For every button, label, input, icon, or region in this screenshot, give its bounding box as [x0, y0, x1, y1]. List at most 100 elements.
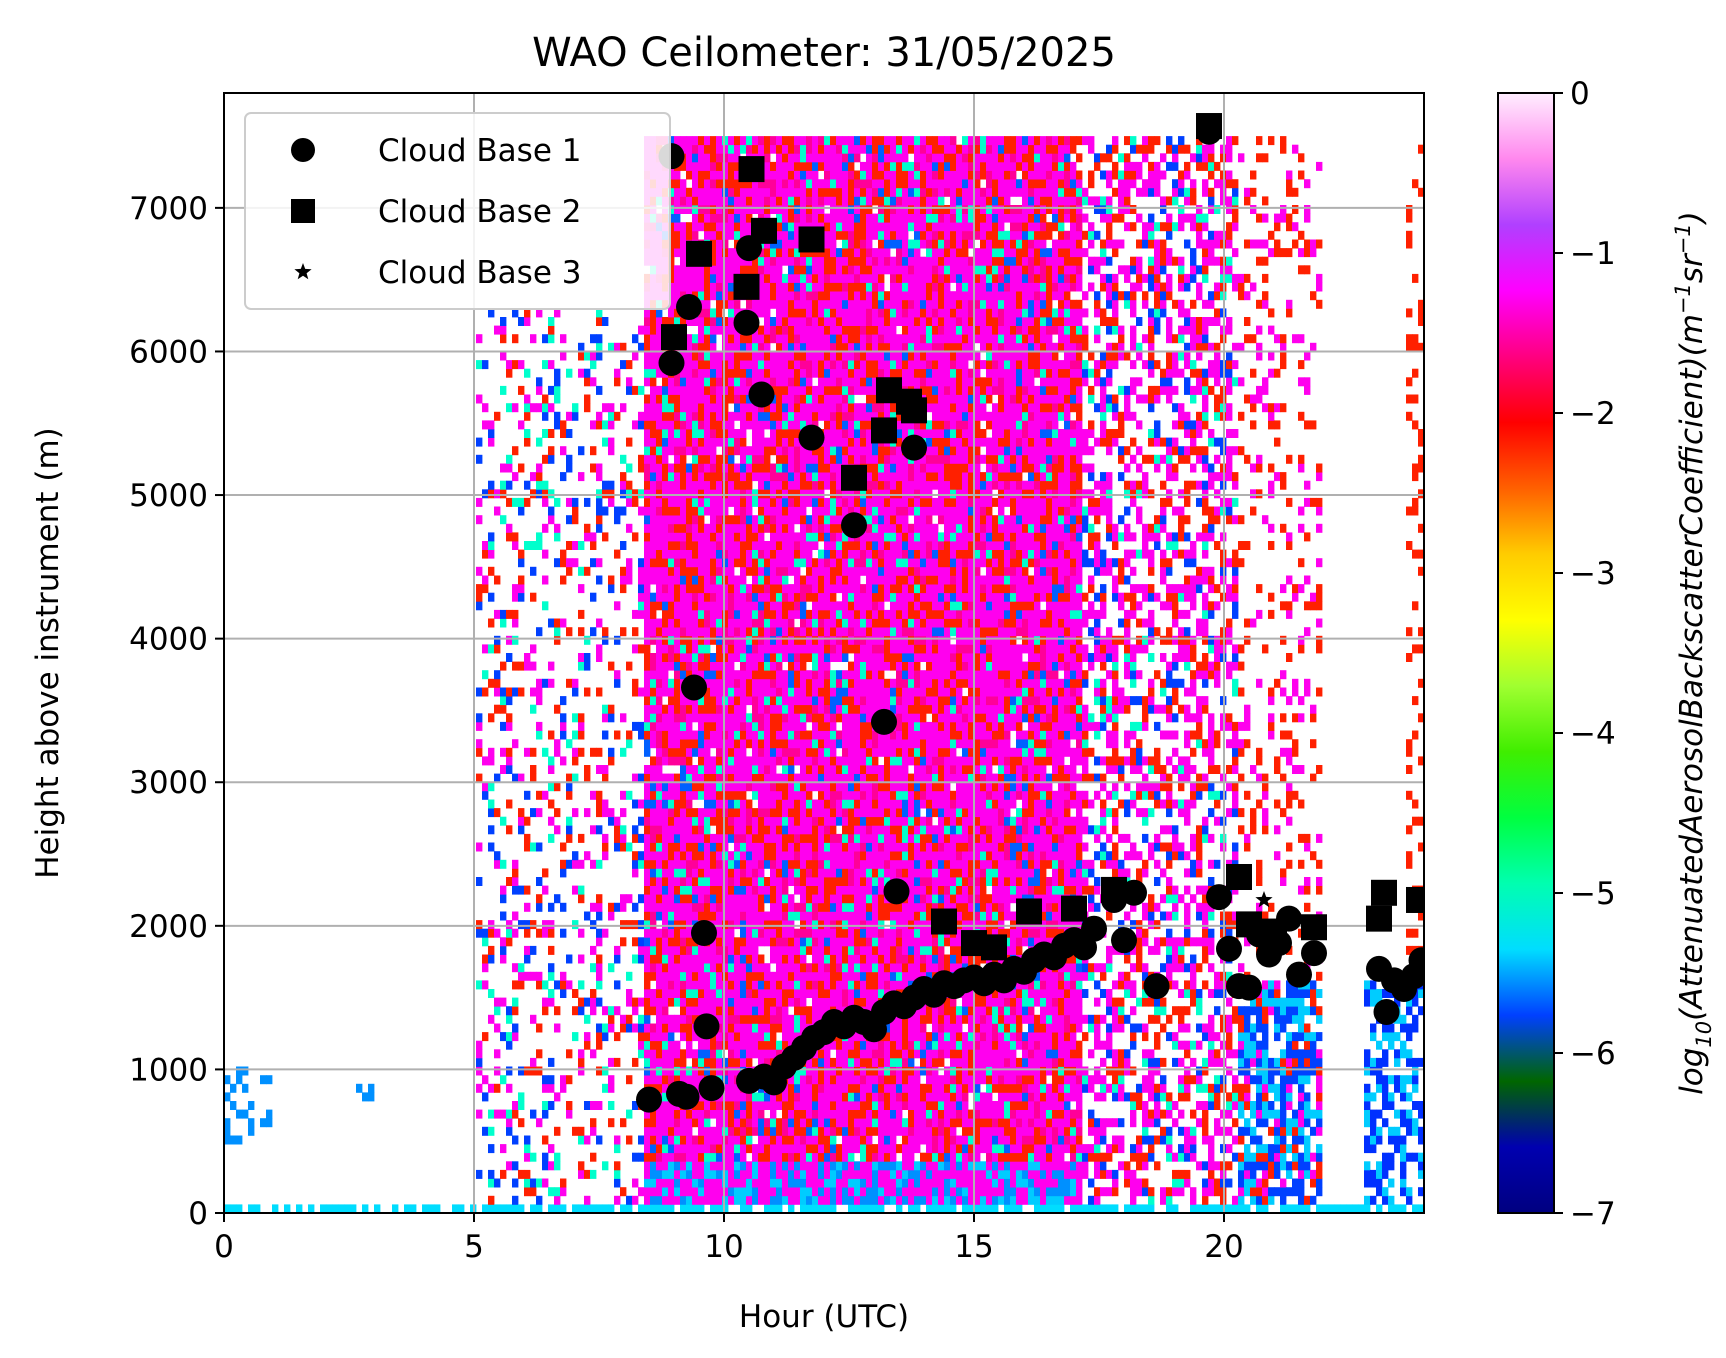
heatmap-cell — [632, 1152, 639, 1162]
heatmap-cell — [776, 928, 783, 938]
heatmap-cell — [716, 291, 723, 301]
heatmap-cell — [758, 851, 765, 861]
heatmap-cell — [578, 1057, 585, 1067]
heatmap-cell — [644, 592, 651, 602]
heatmap-cell — [692, 506, 699, 516]
heatmap-cell — [800, 1083, 807, 1093]
heatmap-cell — [578, 1066, 585, 1076]
heatmap-cell — [758, 618, 765, 628]
heatmap-cell — [578, 1204, 585, 1213]
heatmap-cell — [836, 808, 843, 818]
heatmap-cell — [728, 299, 735, 309]
heatmap-cell — [836, 299, 843, 309]
heatmap-cell — [704, 497, 711, 507]
heatmap-cell — [722, 980, 729, 990]
heatmap-cell — [794, 222, 801, 232]
heatmap-cell — [776, 894, 783, 904]
heatmap-cell — [566, 558, 573, 568]
heatmap-cell — [794, 808, 801, 818]
heatmap-cell — [824, 601, 831, 611]
heatmap-cell — [818, 1101, 825, 1110]
heatmap-cell — [476, 1049, 483, 1059]
heatmap-cell — [572, 1032, 579, 1042]
heatmap-cell — [674, 205, 681, 214]
heatmap-cell — [722, 618, 729, 628]
heatmap-cell — [812, 325, 819, 335]
heatmap-cell — [812, 782, 819, 792]
heatmap-cell — [716, 1152, 723, 1162]
heatmap-cell — [656, 618, 663, 628]
heatmap-cell — [542, 1083, 549, 1093]
heatmap-cell — [734, 558, 741, 568]
heatmap-cell — [668, 825, 675, 835]
heatmap-cell — [812, 773, 819, 783]
heatmap-cell — [758, 334, 765, 344]
heatmap-cell — [764, 833, 771, 843]
heatmap-cell — [656, 489, 663, 499]
heatmap-cell — [614, 825, 621, 835]
heatmap-cell — [608, 902, 615, 912]
heatmap-cell — [662, 420, 669, 430]
heatmap-cell — [800, 558, 807, 568]
heatmap-cell — [530, 1187, 537, 1197]
heatmap-cell — [776, 317, 783, 326]
heatmap-cell — [668, 515, 675, 525]
heatmap-cell — [704, 1118, 711, 1128]
heatmap-cell — [656, 394, 663, 404]
heatmap-cell — [830, 515, 837, 525]
heatmap-cell — [830, 1040, 837, 1050]
heatmap-cell — [812, 351, 819, 361]
heatmap-cell — [704, 980, 711, 990]
heatmap-cell — [764, 799, 771, 809]
heatmap-cell — [728, 463, 735, 473]
heatmap-cell — [578, 627, 585, 637]
heatmap-cell — [764, 1023, 771, 1033]
heatmap-cell — [782, 325, 789, 335]
heatmap-cell — [674, 808, 681, 818]
heatmap-cell — [752, 308, 759, 318]
heatmap-cell — [818, 1109, 825, 1119]
heatmap-cell — [782, 515, 789, 525]
heatmap-cell — [710, 291, 717, 301]
heatmap-cell — [554, 1204, 561, 1213]
heatmap-cell — [710, 782, 717, 792]
heatmap-cell — [746, 1204, 753, 1213]
heatmap-cell — [776, 1195, 783, 1205]
heatmap-cell — [626, 842, 633, 852]
heatmap-cell — [764, 678, 771, 688]
heatmap-cell — [710, 489, 717, 499]
heatmap-cell — [644, 308, 651, 318]
heatmap-cell — [524, 317, 531, 326]
heatmap-cell — [668, 1178, 675, 1188]
heatmap-cell — [806, 635, 813, 645]
heatmap-cell — [770, 678, 777, 688]
heatmap-cell — [812, 308, 819, 318]
heatmap-cell — [758, 248, 765, 258]
heatmap-cell — [764, 592, 771, 602]
heatmap-cell — [806, 902, 813, 912]
heatmap-cell — [836, 317, 843, 326]
heatmap-cell — [830, 265, 837, 275]
heatmap-cell — [698, 273, 705, 283]
heatmap-cell — [818, 601, 825, 611]
heatmap-cell — [704, 954, 711, 964]
heatmap-cell — [734, 360, 741, 370]
heatmap-cell — [728, 885, 735, 895]
heatmap-cell — [698, 489, 705, 499]
heatmap-cell — [614, 902, 621, 912]
heatmap-cell — [830, 463, 837, 473]
heatmap-cell — [566, 1109, 573, 1119]
heatmap-cell — [596, 799, 603, 809]
heatmap-cell — [734, 342, 741, 352]
heatmap-cell — [752, 351, 759, 361]
heatmap-cell — [788, 747, 795, 757]
heatmap-cell — [836, 385, 843, 395]
heatmap-cell — [674, 1040, 681, 1050]
heatmap-cell — [602, 420, 609, 430]
heatmap-cell — [482, 489, 489, 499]
heatmap-cell — [776, 420, 783, 430]
heatmap-cell — [704, 1187, 711, 1197]
heatmap-cell — [656, 661, 663, 671]
heatmap-cell — [752, 644, 759, 654]
heatmap-cell — [710, 687, 717, 697]
